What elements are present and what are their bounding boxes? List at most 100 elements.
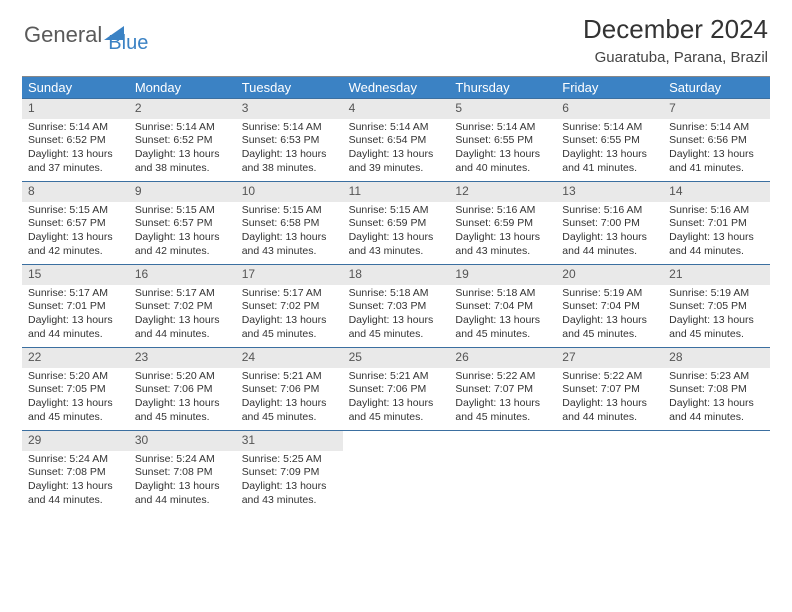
- day-details: Sunrise: 5:14 AMSunset: 6:52 PMDaylight:…: [129, 119, 236, 180]
- daylight-text: Daylight: 13 hours: [135, 397, 230, 411]
- weekday-header: Tuesday: [236, 77, 343, 98]
- day-cell: 18Sunrise: 5:18 AMSunset: 7:03 PMDayligh…: [343, 265, 450, 347]
- sunset-text: Sunset: 7:08 PM: [28, 466, 123, 480]
- daylight-text: Daylight: 13 hours: [669, 148, 764, 162]
- day-number: 9: [129, 182, 236, 202]
- day-details: Sunrise: 5:14 AMSunset: 6:54 PMDaylight:…: [343, 119, 450, 180]
- sunrise-text: Sunrise: 5:16 AM: [562, 204, 657, 218]
- day-cell: 22Sunrise: 5:20 AMSunset: 7:05 PMDayligh…: [22, 348, 129, 430]
- weekday-header: Wednesday: [343, 77, 450, 98]
- day-cell: 7Sunrise: 5:14 AMSunset: 6:56 PMDaylight…: [663, 99, 770, 181]
- daylight-text: Daylight: 13 hours: [28, 148, 123, 162]
- daylight-text: Daylight: 13 hours: [349, 231, 444, 245]
- daylight-text-2: and 44 minutes.: [669, 245, 764, 259]
- empty-cell: [449, 431, 556, 513]
- day-number: 28: [663, 348, 770, 368]
- daylight-text: Daylight: 13 hours: [28, 480, 123, 494]
- sunset-text: Sunset: 6:57 PM: [135, 217, 230, 231]
- daylight-text: Daylight: 13 hours: [669, 231, 764, 245]
- daylight-text: Daylight: 13 hours: [455, 314, 550, 328]
- week-row: 8Sunrise: 5:15 AMSunset: 6:57 PMDaylight…: [22, 181, 770, 264]
- daylight-text: Daylight: 13 hours: [349, 314, 444, 328]
- daylight-text-2: and 37 minutes.: [28, 162, 123, 176]
- weekday-header: Saturday: [663, 77, 770, 98]
- day-cell: 16Sunrise: 5:17 AMSunset: 7:02 PMDayligh…: [129, 265, 236, 347]
- day-details: Sunrise: 5:19 AMSunset: 7:04 PMDaylight:…: [556, 285, 663, 346]
- daylight-text-2: and 43 minutes.: [242, 245, 337, 259]
- calendar-body: 1Sunrise: 5:14 AMSunset: 6:52 PMDaylight…: [22, 98, 770, 513]
- day-cell: 21Sunrise: 5:19 AMSunset: 7:05 PMDayligh…: [663, 265, 770, 347]
- daylight-text: Daylight: 13 hours: [28, 231, 123, 245]
- day-number: 7: [663, 99, 770, 119]
- day-cell: 24Sunrise: 5:21 AMSunset: 7:06 PMDayligh…: [236, 348, 343, 430]
- sunset-text: Sunset: 6:58 PM: [242, 217, 337, 231]
- logo-word-2: Blue: [108, 32, 148, 55]
- day-number: 21: [663, 265, 770, 285]
- daylight-text: Daylight: 13 hours: [455, 148, 550, 162]
- sunrise-text: Sunrise: 5:15 AM: [135, 204, 230, 218]
- daylight-text-2: and 44 minutes.: [562, 411, 657, 425]
- sunrise-text: Sunrise: 5:17 AM: [135, 287, 230, 301]
- sunset-text: Sunset: 6:55 PM: [455, 134, 550, 148]
- day-cell: 5Sunrise: 5:14 AMSunset: 6:55 PMDaylight…: [449, 99, 556, 181]
- sunrise-text: Sunrise: 5:14 AM: [455, 121, 550, 135]
- day-number: 14: [663, 182, 770, 202]
- sunset-text: Sunset: 7:01 PM: [669, 217, 764, 231]
- sunrise-text: Sunrise: 5:17 AM: [242, 287, 337, 301]
- day-number: 2: [129, 99, 236, 119]
- day-details: Sunrise: 5:19 AMSunset: 7:05 PMDaylight:…: [663, 285, 770, 346]
- daylight-text: Daylight: 13 hours: [135, 314, 230, 328]
- daylight-text-2: and 43 minutes.: [349, 245, 444, 259]
- day-details: Sunrise: 5:14 AMSunset: 6:56 PMDaylight:…: [663, 119, 770, 180]
- day-cell: 29Sunrise: 5:24 AMSunset: 7:08 PMDayligh…: [22, 431, 129, 513]
- sunrise-text: Sunrise: 5:21 AM: [349, 370, 444, 384]
- day-cell: 27Sunrise: 5:22 AMSunset: 7:07 PMDayligh…: [556, 348, 663, 430]
- sunset-text: Sunset: 7:08 PM: [135, 466, 230, 480]
- day-number: 10: [236, 182, 343, 202]
- sunset-text: Sunset: 7:05 PM: [669, 300, 764, 314]
- day-number: 24: [236, 348, 343, 368]
- daylight-text: Daylight: 13 hours: [242, 480, 337, 494]
- day-number: 3: [236, 99, 343, 119]
- sunrise-text: Sunrise: 5:14 AM: [28, 121, 123, 135]
- day-details: Sunrise: 5:18 AMSunset: 7:04 PMDaylight:…: [449, 285, 556, 346]
- daylight-text-2: and 39 minutes.: [349, 162, 444, 176]
- day-cell: 2Sunrise: 5:14 AMSunset: 6:52 PMDaylight…: [129, 99, 236, 181]
- sunrise-text: Sunrise: 5:20 AM: [135, 370, 230, 384]
- day-details: Sunrise: 5:17 AMSunset: 7:02 PMDaylight:…: [236, 285, 343, 346]
- sunset-text: Sunset: 7:06 PM: [135, 383, 230, 397]
- day-cell: 13Sunrise: 5:16 AMSunset: 7:00 PMDayligh…: [556, 182, 663, 264]
- sunrise-text: Sunrise: 5:15 AM: [242, 204, 337, 218]
- day-details: Sunrise: 5:24 AMSunset: 7:08 PMDaylight:…: [22, 451, 129, 512]
- daylight-text-2: and 44 minutes.: [135, 328, 230, 342]
- day-details: Sunrise: 5:21 AMSunset: 7:06 PMDaylight:…: [236, 368, 343, 429]
- daylight-text-2: and 40 minutes.: [455, 162, 550, 176]
- day-details: Sunrise: 5:25 AMSunset: 7:09 PMDaylight:…: [236, 451, 343, 512]
- day-number: 19: [449, 265, 556, 285]
- day-number: 15: [22, 265, 129, 285]
- weekday-header: Monday: [129, 77, 236, 98]
- day-details: Sunrise: 5:22 AMSunset: 7:07 PMDaylight:…: [556, 368, 663, 429]
- sunset-text: Sunset: 6:52 PM: [28, 134, 123, 148]
- day-number: 29: [22, 431, 129, 451]
- day-cell: 14Sunrise: 5:16 AMSunset: 7:01 PMDayligh…: [663, 182, 770, 264]
- daylight-text: Daylight: 13 hours: [349, 397, 444, 411]
- sunrise-text: Sunrise: 5:15 AM: [28, 204, 123, 218]
- daylight-text-2: and 41 minutes.: [562, 162, 657, 176]
- daylight-text-2: and 45 minutes.: [242, 411, 337, 425]
- day-number: 18: [343, 265, 450, 285]
- daylight-text: Daylight: 13 hours: [562, 314, 657, 328]
- daylight-text-2: and 45 minutes.: [669, 328, 764, 342]
- weekday-header-row: SundayMondayTuesdayWednesdayThursdayFrid…: [22, 77, 770, 98]
- daylight-text: Daylight: 13 hours: [349, 148, 444, 162]
- week-row: 29Sunrise: 5:24 AMSunset: 7:08 PMDayligh…: [22, 430, 770, 513]
- day-details: Sunrise: 5:21 AMSunset: 7:06 PMDaylight:…: [343, 368, 450, 429]
- daylight-text-2: and 38 minutes.: [242, 162, 337, 176]
- day-details: Sunrise: 5:15 AMSunset: 6:59 PMDaylight:…: [343, 202, 450, 263]
- sunrise-text: Sunrise: 5:14 AM: [562, 121, 657, 135]
- location-text: Guaratuba, Parana, Brazil: [583, 49, 768, 66]
- sunrise-text: Sunrise: 5:16 AM: [455, 204, 550, 218]
- sunset-text: Sunset: 6:59 PM: [455, 217, 550, 231]
- logo: General Blue: [24, 14, 148, 55]
- daylight-text: Daylight: 13 hours: [455, 397, 550, 411]
